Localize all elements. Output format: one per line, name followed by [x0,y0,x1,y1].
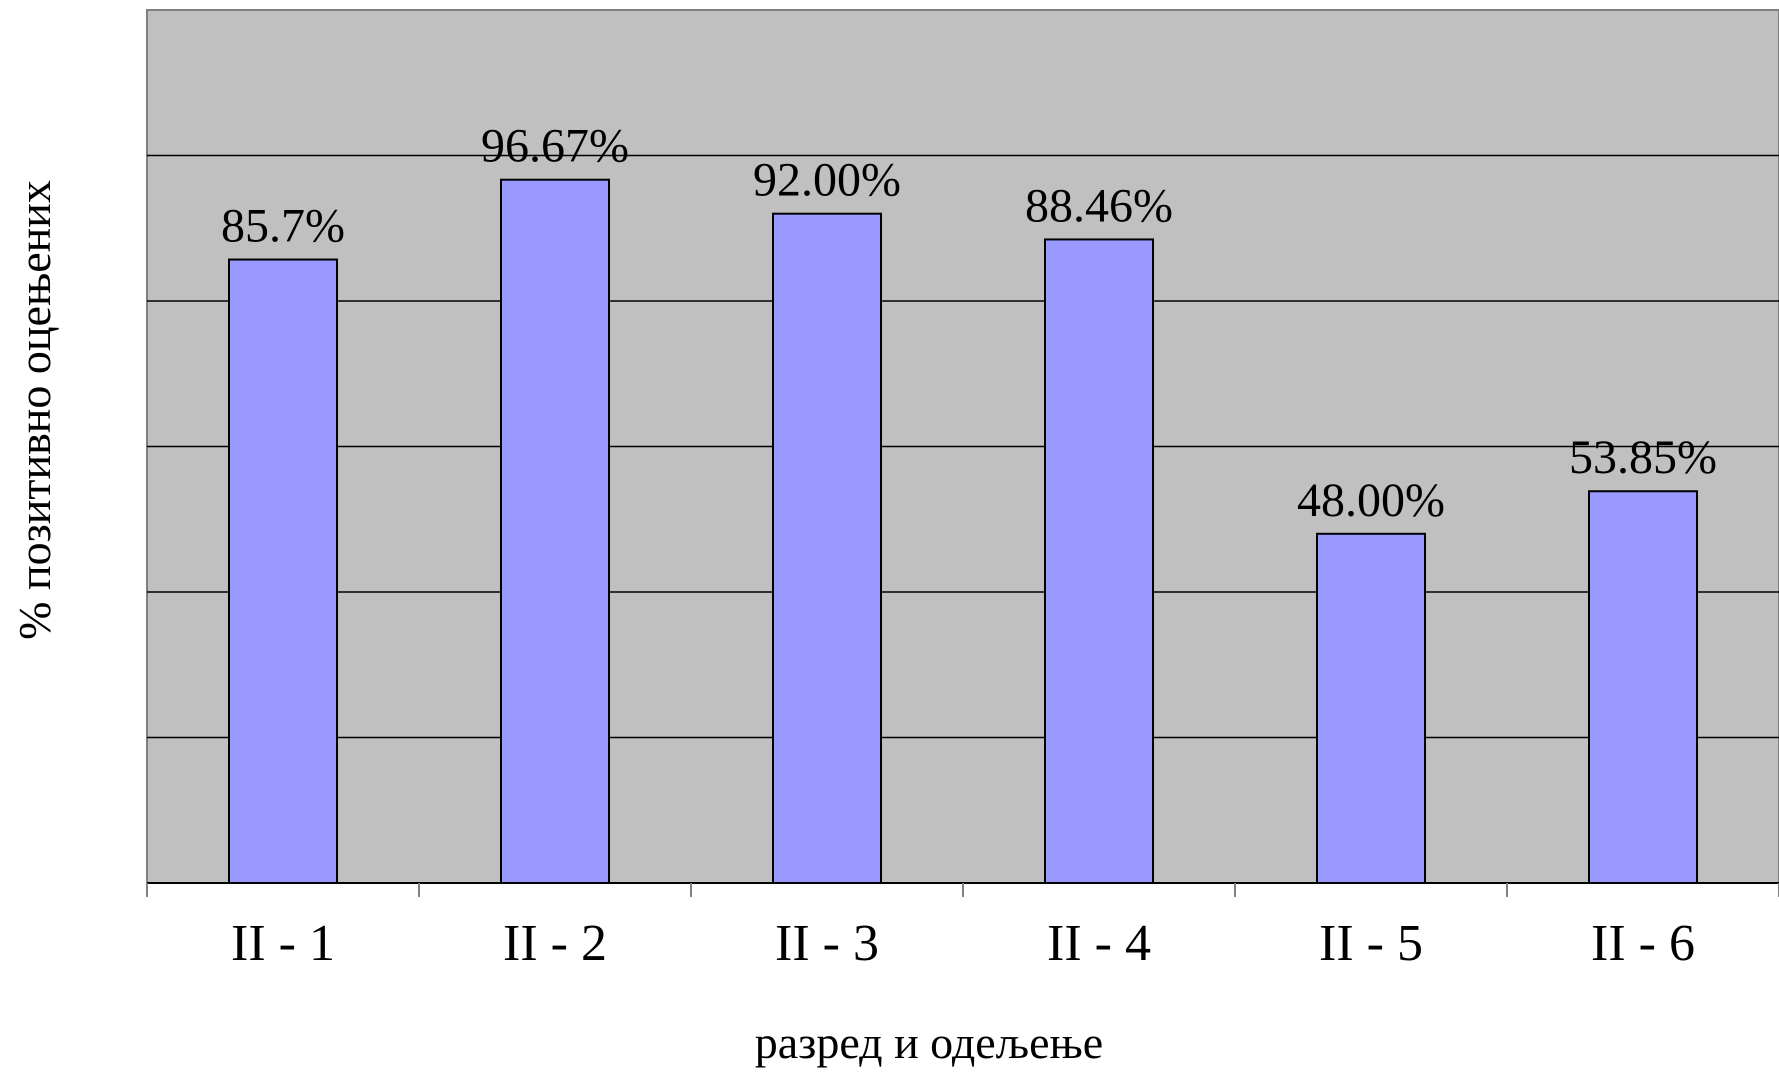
data-label-3: 92.00% [753,154,901,207]
gridlines [147,154,1779,739]
x-tick-label-5: II - 5 [1319,915,1423,972]
x-tick-label-6: II - 6 [1591,915,1695,972]
x-axis: II - 1 II - 2 II - 3 II - 4 II - 5 II - 6 [146,882,1779,972]
bar-5 [1316,532,1426,884]
data-labels: 85.7% 96.67% 92.00% 88.46% 48.00% 53.85% [221,120,1717,527]
data-label-2: 96.67% [481,120,629,173]
x-tick-label-1: II - 1 [231,915,335,972]
bar-1 [228,258,338,885]
x-axis-title: разред и одељење [755,1017,1103,1068]
data-label-6: 53.85% [1569,431,1717,484]
bars [228,178,1698,885]
data-label-5: 48.00% [1297,474,1445,527]
data-label-4: 88.46% [1025,179,1173,232]
x-tick-label-4: II - 4 [1047,915,1151,972]
data-label-1: 85.7% [221,200,345,253]
bar-6 [1588,490,1698,884]
bar-2 [500,178,610,884]
x-tick-label-2: II - 2 [503,915,607,972]
y-axis-title: % позитивно оцењених [9,180,60,640]
x-tick-label-3: II - 3 [775,915,879,972]
bar-3 [772,212,882,884]
bar-4 [1044,238,1154,885]
